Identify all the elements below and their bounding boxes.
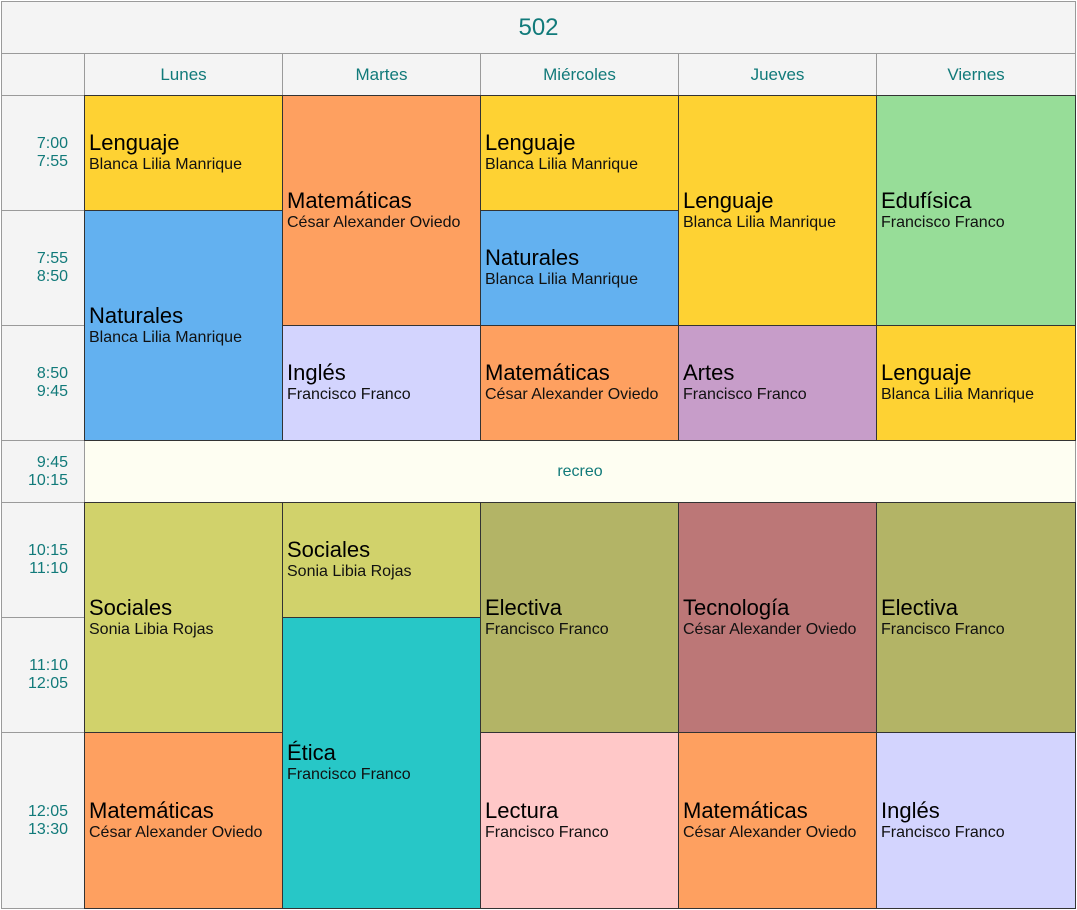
teacher-name: César Alexander Oviedo: [683, 620, 857, 638]
time-end: 8:50: [36, 268, 68, 285]
corner-cell: [1, 53, 85, 96]
day-header-lunes: Lunes: [84, 53, 283, 96]
time-slot: 7:00 7:55: [1, 95, 85, 211]
time-start: 11:10: [29, 657, 68, 674]
teacher-name: Blanca Lilia Manrique: [485, 156, 638, 173]
class-block[interactable]: Sociales Sonia Libia Rojas: [84, 502, 283, 733]
class-block[interactable]: Sociales Sonia Libia Rojas: [282, 502, 481, 618]
teacher-name: Francisco Franco: [485, 620, 609, 638]
time-slot: 8:50 9:45: [1, 325, 85, 441]
break-row: recreo: [84, 440, 1076, 503]
teacher-name: Francisco Franco: [287, 386, 411, 403]
teacher-name: César Alexander Oviedo: [485, 386, 659, 403]
class-block[interactable]: Edufísica Francisco Franco: [876, 95, 1076, 326]
time-end: 7:55: [36, 153, 68, 170]
class-block[interactable]: Tecnología César Alexander Oviedo: [678, 502, 877, 733]
teacher-name: Blanca Lilia Manrique: [683, 213, 836, 231]
subject-name: Ética: [287, 740, 336, 765]
teacher-name: Blanca Lilia Manrique: [89, 156, 242, 173]
teacher-name: Blanca Lilia Manrique: [881, 386, 1034, 403]
class-block[interactable]: Electiva Francisco Franco: [480, 502, 679, 733]
teacher-name: Blanca Lilia Manrique: [485, 271, 638, 288]
subject-name: Electiva: [485, 594, 563, 620]
time-start: 10:15: [27, 542, 68, 559]
teacher-name: Francisco Franco: [881, 823, 1005, 841]
subject-name: Matemáticas: [683, 797, 808, 823]
time-start: 7:00: [36, 135, 68, 152]
subject-name: Lenguaje: [89, 130, 180, 155]
subject-name: Sociales: [287, 537, 371, 562]
class-block[interactable]: Matemáticas César Alexander Oviedo: [480, 325, 679, 441]
day-header-martes: Martes: [282, 53, 481, 96]
class-block[interactable]: Matemáticas César Alexander Oviedo: [84, 732, 283, 909]
teacher-name: Francisco Franco: [683, 386, 807, 403]
teacher-name: César Alexander Oviedo: [89, 823, 263, 841]
subject-name: Artes: [683, 360, 735, 385]
class-block[interactable]: Lenguaje Blanca Lilia Manrique: [678, 95, 877, 326]
time-end: 10:15: [27, 471, 68, 489]
subject-name: Naturales: [485, 245, 580, 270]
class-block[interactable]: Matemáticas César Alexander Oviedo: [282, 95, 481, 326]
class-block[interactable]: Electiva Francisco Franco: [876, 502, 1076, 733]
class-block[interactable]: Lectura Francisco Franco: [480, 732, 679, 909]
time-end: 13:30: [27, 820, 68, 838]
time-end: 9:45: [36, 383, 68, 400]
time-start: 12:05: [27, 802, 68, 820]
subject-name: Edufísica: [881, 187, 972, 213]
time-slot: 10:15 11:10: [1, 502, 85, 618]
teacher-name: Francisco Franco: [881, 620, 1005, 638]
teacher-name: Blanca Lilia Manrique: [89, 328, 242, 346]
subject-name: Naturales: [89, 302, 184, 328]
subject-name: Lenguaje: [683, 187, 774, 213]
subject-name: Matemáticas: [287, 187, 412, 213]
time-slot: 9:45 10:15: [1, 440, 85, 503]
teacher-name: Sonia Libia Rojas: [89, 620, 214, 638]
subject-name: Lectura: [485, 797, 559, 823]
time-end: 11:10: [29, 560, 68, 577]
time-slot: 12:05 13:30: [1, 732, 85, 909]
subject-name: Inglés: [881, 797, 940, 823]
class-block[interactable]: Ética Francisco Franco: [282, 617, 481, 909]
teacher-name: Sonia Libia Rojas: [287, 563, 412, 580]
time-start: 9:45: [36, 453, 68, 471]
class-block[interactable]: Naturales Blanca Lilia Manrique: [480, 210, 679, 326]
time-start: 7:55: [36, 250, 68, 267]
teacher-name: César Alexander Oviedo: [287, 213, 461, 231]
teacher-name: Francisco Franco: [881, 213, 1005, 231]
class-block[interactable]: Inglés Francisco Franco: [876, 732, 1076, 909]
day-header-viernes: Viernes: [876, 53, 1076, 96]
class-block[interactable]: Inglés Francisco Franco: [282, 325, 481, 441]
class-block[interactable]: Matemáticas César Alexander Oviedo: [678, 732, 877, 909]
subject-name: Inglés: [287, 360, 346, 385]
teacher-name: Francisco Franco: [485, 823, 609, 841]
subject-name: Tecnología: [683, 594, 790, 620]
time-start: 8:50: [36, 365, 68, 382]
teacher-name: Francisco Franco: [287, 766, 411, 783]
subject-name: Electiva: [881, 594, 959, 620]
subject-name: Sociales: [89, 594, 173, 620]
day-header-miercoles: Miércoles: [480, 53, 679, 96]
class-block[interactable]: Lenguaje Blanca Lilia Manrique: [876, 325, 1076, 441]
teacher-name: César Alexander Oviedo: [683, 823, 857, 841]
day-header-jueves: Jueves: [678, 53, 877, 96]
class-block[interactable]: Lenguaje Blanca Lilia Manrique: [480, 95, 679, 211]
schedule-title: 502: [1, 1, 1076, 54]
time-end: 12:05: [27, 675, 68, 692]
time-slot: 11:10 12:05: [1, 617, 85, 733]
subject-name: Matemáticas: [89, 797, 214, 823]
subject-name: Matemáticas: [485, 360, 610, 385]
subject-name: Lenguaje: [485, 130, 576, 155]
class-block[interactable]: Lenguaje Blanca Lilia Manrique: [84, 95, 283, 211]
class-block[interactable]: Artes Francisco Franco: [678, 325, 877, 441]
time-slot: 7:55 8:50: [1, 210, 85, 326]
class-block[interactable]: Naturales Blanca Lilia Manrique: [84, 210, 283, 441]
subject-name: Lenguaje: [881, 360, 972, 385]
